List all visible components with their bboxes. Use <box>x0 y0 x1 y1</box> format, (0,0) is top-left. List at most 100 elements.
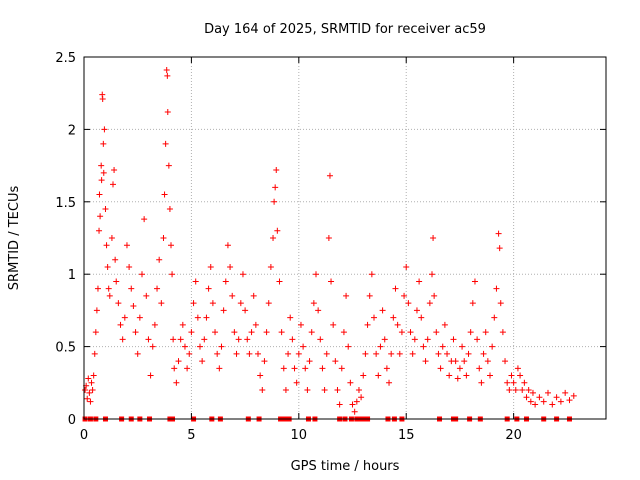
data-point <box>319 365 326 372</box>
data-point <box>489 343 496 350</box>
data-point <box>446 372 453 379</box>
data-point <box>166 206 173 213</box>
data-point <box>113 278 120 285</box>
data-point <box>497 300 504 307</box>
data-point <box>205 285 212 292</box>
data-point <box>207 263 214 270</box>
data-point <box>246 350 253 357</box>
data-point <box>123 242 130 249</box>
data-point <box>502 358 509 365</box>
data-point <box>566 397 573 404</box>
data-point <box>104 263 111 270</box>
data-point <box>244 336 251 343</box>
data-point <box>252 321 259 328</box>
x-tick-label: 5 <box>187 428 195 443</box>
data-point <box>495 230 502 237</box>
data-point <box>478 379 485 386</box>
data-point <box>487 372 493 379</box>
y-tick-label: 1.5 <box>55 196 76 211</box>
data-point <box>525 387 532 394</box>
data-point <box>512 387 519 394</box>
data-point <box>375 372 382 379</box>
data-point <box>302 365 309 372</box>
data-point <box>169 271 176 278</box>
data-point <box>343 292 350 299</box>
data-point <box>100 140 107 147</box>
data-point <box>430 235 437 241</box>
data-point <box>272 184 279 191</box>
data-point <box>257 372 264 379</box>
data-point <box>110 181 116 188</box>
data-point <box>273 166 280 173</box>
data-point <box>271 198 278 205</box>
data-point <box>141 216 148 223</box>
data-point <box>130 303 137 310</box>
data-point <box>396 350 403 357</box>
data-point <box>287 314 294 321</box>
data-point <box>405 300 412 307</box>
data-point <box>184 365 191 372</box>
data-point <box>233 350 240 357</box>
data-point <box>164 72 171 79</box>
data-point <box>362 350 369 357</box>
data-point <box>263 329 270 336</box>
data-point <box>82 387 89 394</box>
data-point <box>171 365 178 372</box>
y-tick-label: 2 <box>68 123 76 138</box>
data-point <box>435 350 442 357</box>
data-point <box>97 213 104 220</box>
data-point <box>364 321 371 328</box>
data-point <box>203 314 210 321</box>
data-point <box>173 379 180 386</box>
data-markers <box>82 67 577 415</box>
data-point <box>390 314 397 321</box>
data-point <box>128 285 135 292</box>
data-point <box>529 389 536 396</box>
y-tick-label: 1 <box>68 268 76 283</box>
data-point <box>392 285 399 292</box>
data-point <box>398 329 405 336</box>
data-point <box>87 398 94 405</box>
data-point <box>368 271 375 278</box>
data-point <box>476 365 483 372</box>
data-point <box>426 300 433 307</box>
data-point <box>89 387 96 394</box>
data-point <box>304 387 311 394</box>
data-point <box>379 307 386 314</box>
data-point <box>231 329 238 336</box>
data-point <box>480 350 487 357</box>
data-point <box>504 379 511 386</box>
data-point <box>383 365 390 372</box>
data-point <box>340 329 347 336</box>
data-point <box>186 350 193 357</box>
data-point <box>360 372 367 379</box>
data-point <box>401 292 408 299</box>
data-point <box>100 169 107 176</box>
data-point <box>381 336 388 343</box>
data-point <box>429 271 435 278</box>
data-point <box>156 256 163 263</box>
data-point <box>267 263 274 270</box>
data-point <box>431 292 438 299</box>
data-point <box>422 358 429 365</box>
data-point <box>321 387 328 394</box>
data-point <box>469 300 476 307</box>
data-point <box>179 321 186 328</box>
data-point <box>103 242 110 249</box>
data-point <box>96 227 103 234</box>
data-point <box>111 166 118 173</box>
data-point <box>499 329 506 336</box>
data-point <box>330 321 337 328</box>
data-point <box>519 387 526 394</box>
x-tick-label: 10 <box>291 428 308 443</box>
data-point <box>188 329 195 336</box>
data-point <box>293 379 300 386</box>
data-point <box>149 343 156 350</box>
data-point <box>261 358 268 365</box>
data-point <box>88 379 95 386</box>
data-point <box>315 307 322 314</box>
x-tick-label: 0 <box>80 428 88 443</box>
data-point <box>132 329 139 336</box>
data-point <box>409 350 416 357</box>
